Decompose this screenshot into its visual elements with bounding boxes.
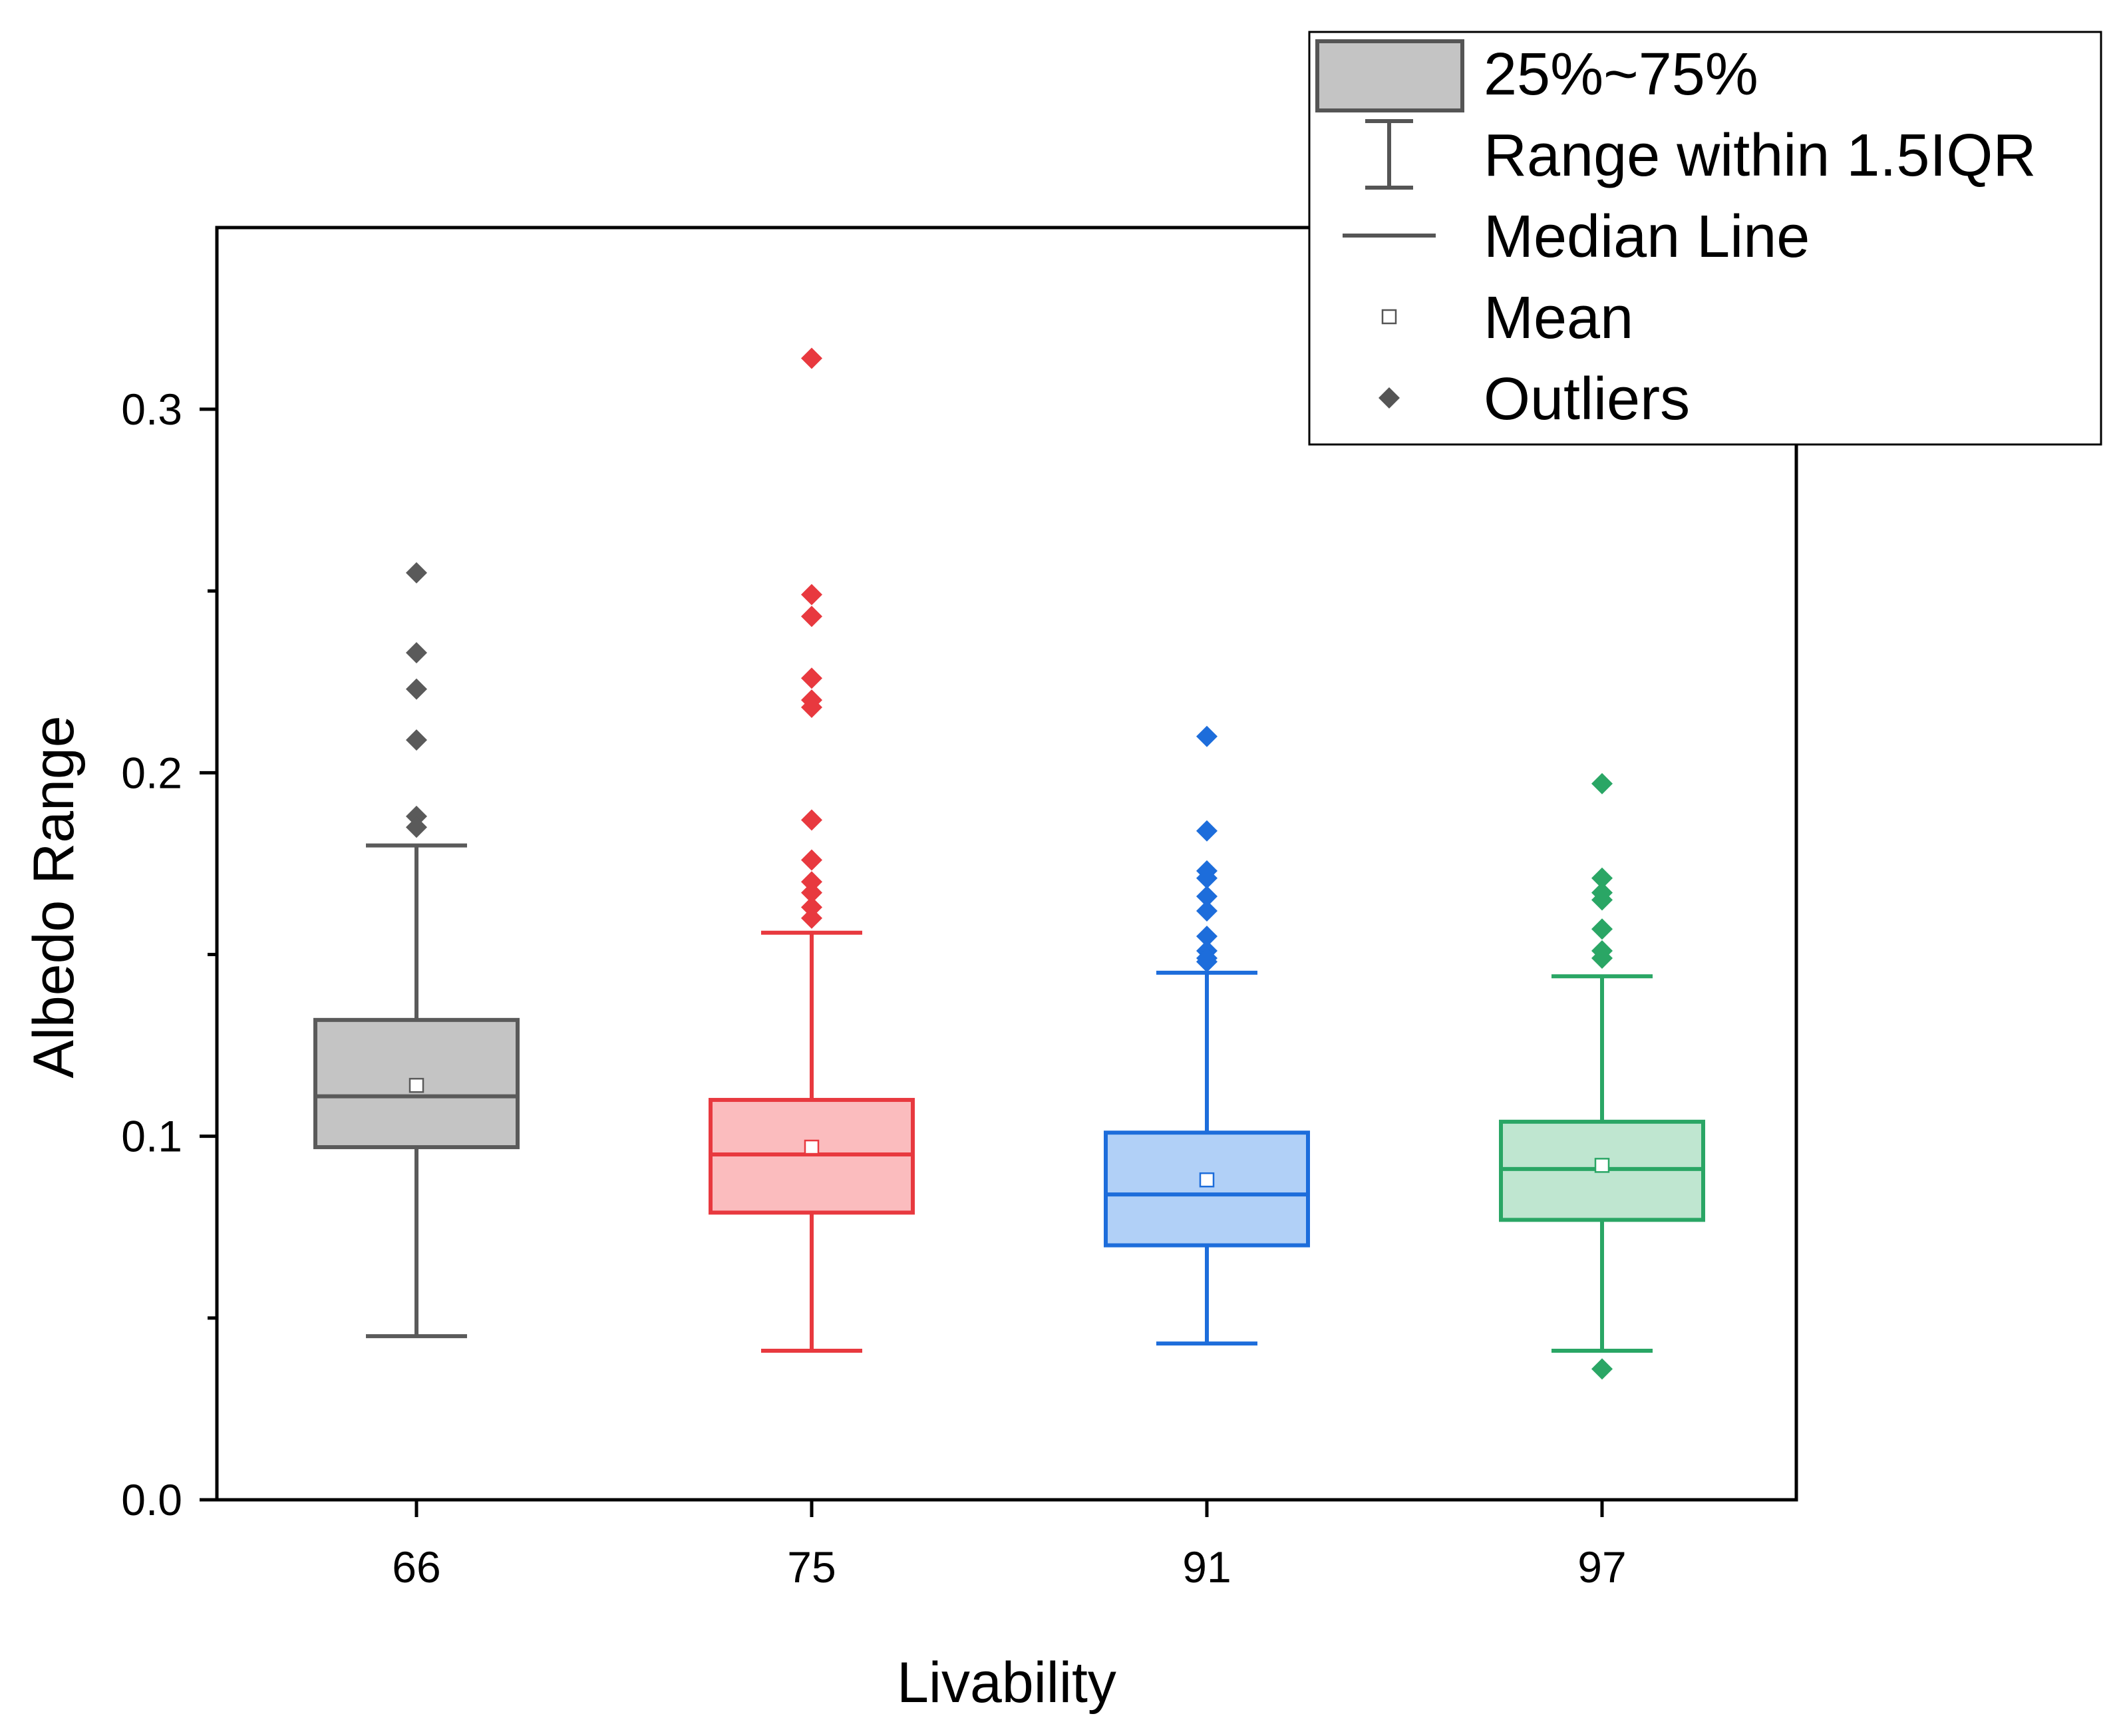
outlier-point [801,907,822,929]
outlier-point [1591,867,1613,889]
box-group-75 [709,347,915,1353]
outlier-point [406,805,427,827]
legend-label: Mean [1484,285,1633,351]
outlier-point [1591,889,1613,911]
outlier-point [801,347,822,369]
outlier-point [1591,1358,1613,1380]
outlier-point [1591,918,1613,940]
outlier-point [801,896,822,918]
outlier-point [801,667,822,689]
x-axis-label: Livability [897,1651,1116,1715]
outlier-point [406,678,427,700]
outlier-point [1591,947,1613,969]
x-tick-label: 91 [1182,1542,1231,1592]
outlier-point [406,642,427,664]
outlier-point [1196,820,1218,842]
legend-label: Median Line [1484,204,1810,270]
outlier-point [1196,951,1218,973]
outlier-point [406,729,427,751]
x-tick-label: 75 [787,1542,836,1592]
outlier-point [406,562,427,584]
y-axis-label: Albedo Range [22,715,86,1078]
outlier-point [1196,725,1218,747]
outlier-point [1196,900,1218,922]
outlier-point [1196,886,1218,908]
outlier-point [801,606,822,627]
mean-marker [408,1077,424,1093]
outlier-point [801,871,822,893]
legend-item-whisker: Range within 1.5IQR [1365,119,2036,190]
outlier-point [801,882,822,904]
iqr-box [1104,1130,1310,1248]
legend-outlier-marker [1379,387,1400,409]
mean-marker [1594,1158,1610,1173]
outlier-point [406,816,427,838]
outlier-point [1196,926,1218,948]
legend: 25%~75% Range within 1.5IQR Median Line Mea… [1308,31,2102,446]
legend-label: Range within 1.5IQR [1484,122,2036,189]
outlier-point [801,584,822,606]
legend-mean-marker [1381,309,1397,325]
plot-frame [215,226,1798,1502]
mean-marker [804,1139,820,1155]
outlier-point [801,849,822,871]
y-tick-label: 0.0 [121,1475,182,1524]
legend-item-median: Median Line [1343,204,1810,270]
y-tick-label: 0.2 [121,748,182,797]
box-group-97 [1499,773,1705,1380]
mean-marker [1199,1172,1215,1188]
legend-item-mean: Mean [1381,285,1633,351]
x-tick-label: 97 [1577,1542,1626,1592]
legend-item-box: 25%~75% [1315,39,1758,112]
y-tick-label: 0.3 [121,385,182,434]
outlier-point [1196,867,1218,889]
box-group-91 [1104,725,1310,1346]
legend-box-swatch [1315,39,1464,112]
legend-item-outlier: Outliers [1379,366,1690,433]
x-tick-label: 66 [392,1542,440,1592]
axes: 0.0 0.1 0.2 0.3 66 75 91 97 Livability Albedo Ran… [22,226,1798,1715]
plot-area [313,347,1705,1380]
box-group-66 [313,562,520,1339]
y-tick-label: 0.1 [121,1112,182,1161]
legend-label: 25%~75% [1484,41,1758,108]
outlier-point [1591,773,1613,794]
outlier-point [801,696,822,718]
legend-label: Outliers [1484,366,1690,433]
outlier-point [801,809,822,831]
